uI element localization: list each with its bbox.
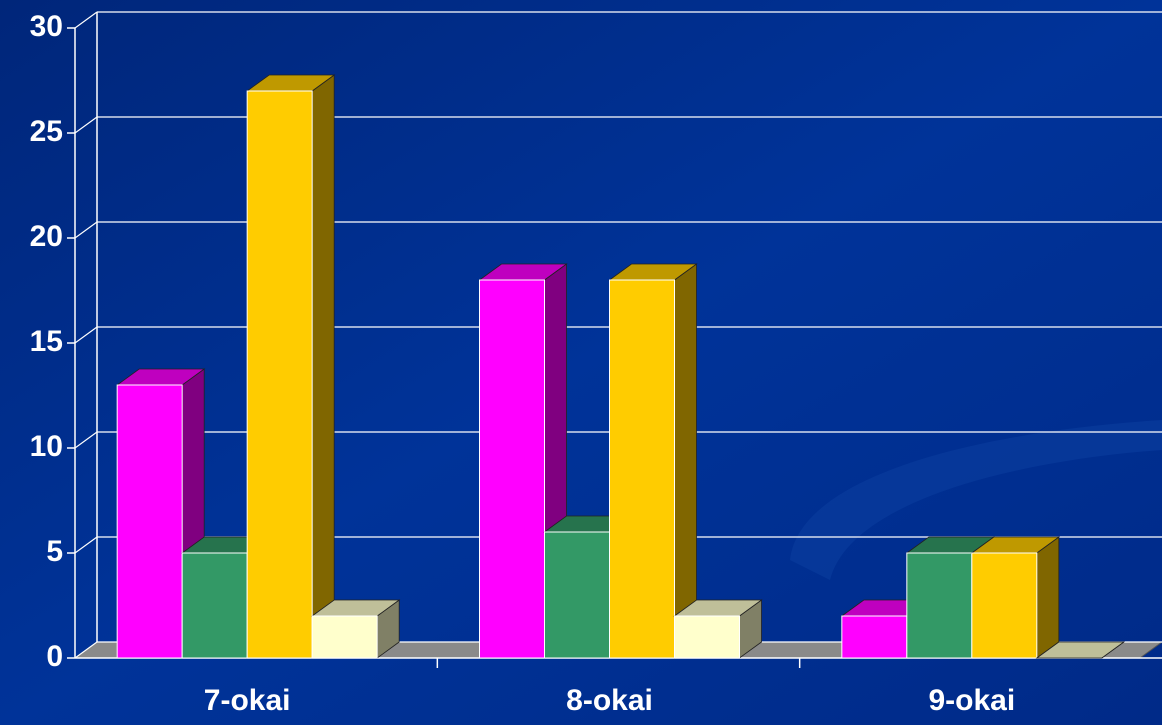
grid-diagonal (74, 431, 98, 449)
y-tick-label: 15 (30, 325, 63, 358)
y-tick-label: 0 (46, 640, 63, 673)
y-tick-label: 10 (30, 430, 63, 463)
bar-side (674, 263, 697, 659)
bar (609, 279, 675, 659)
grid-diagonal (74, 116, 98, 134)
bar (906, 552, 973, 659)
bar (841, 615, 908, 659)
bar-top (1035, 641, 1126, 659)
bar (311, 615, 378, 659)
bar-side (311, 74, 335, 659)
y-tick-label: 25 (30, 115, 63, 148)
bar (246, 90, 313, 659)
bar (971, 552, 1038, 659)
y-tick-label: 30 (30, 10, 63, 43)
bar (479, 279, 545, 659)
grid-diagonal (74, 641, 98, 659)
bar (674, 615, 740, 659)
bar (116, 384, 183, 659)
plot: 0 5 10 15 20 25 30 7-okai 8-okai 9-okai (30, 10, 1162, 717)
grid-diagonal (74, 536, 98, 554)
y-tick-label: 20 (30, 220, 63, 253)
x-tick-label: 8-okai (566, 684, 653, 717)
grid-diagonal (74, 326, 98, 344)
y-tick-label: 5 (46, 535, 63, 568)
bar-side (1036, 536, 1060, 659)
x-tick-label: 9-okai (928, 684, 1015, 717)
grid-diagonal (74, 221, 98, 239)
bar (181, 552, 248, 659)
bar (544, 531, 610, 659)
grid-diagonal (74, 11, 98, 29)
x-tick-label: 7-okai (204, 684, 291, 717)
swirl (790, 420, 1162, 580)
